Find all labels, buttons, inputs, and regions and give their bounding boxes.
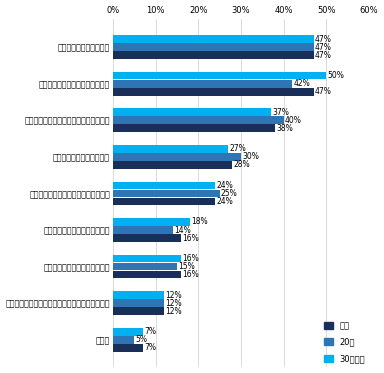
Text: 12%: 12% xyxy=(166,291,182,300)
Bar xyxy=(113,182,215,189)
Text: 30%: 30% xyxy=(242,152,259,162)
Bar xyxy=(113,161,232,169)
Text: 40%: 40% xyxy=(285,116,302,125)
Text: 28%: 28% xyxy=(234,160,250,169)
Bar xyxy=(113,300,164,307)
Bar xyxy=(113,80,292,88)
Text: 18%: 18% xyxy=(191,217,208,226)
Bar xyxy=(113,51,314,59)
Text: 47%: 47% xyxy=(315,51,332,60)
Text: 16%: 16% xyxy=(182,270,199,279)
Bar xyxy=(113,234,181,242)
Bar xyxy=(113,72,326,79)
Text: 42%: 42% xyxy=(293,79,310,88)
Text: 15%: 15% xyxy=(178,262,195,271)
Bar xyxy=(113,198,215,205)
Text: 38%: 38% xyxy=(276,124,293,133)
Bar xyxy=(113,218,190,226)
Bar xyxy=(113,116,284,124)
Bar xyxy=(113,263,177,270)
Bar xyxy=(113,307,164,315)
Bar xyxy=(113,226,173,234)
Bar xyxy=(113,125,275,132)
Bar xyxy=(113,35,314,43)
Text: 12%: 12% xyxy=(166,299,182,308)
Text: 50%: 50% xyxy=(328,71,344,80)
Text: 37%: 37% xyxy=(272,108,289,117)
Text: 7%: 7% xyxy=(144,343,156,352)
Text: 16%: 16% xyxy=(182,254,199,263)
Bar xyxy=(113,271,181,279)
Text: 25%: 25% xyxy=(221,189,238,198)
Bar xyxy=(113,153,241,161)
Text: 7%: 7% xyxy=(144,327,156,336)
Bar xyxy=(113,88,314,95)
Text: 16%: 16% xyxy=(182,233,199,242)
Text: 5%: 5% xyxy=(136,335,147,344)
Bar xyxy=(113,189,220,197)
Text: 24%: 24% xyxy=(217,181,233,190)
Text: 14%: 14% xyxy=(174,226,191,235)
Text: 47%: 47% xyxy=(315,87,332,96)
Text: 27%: 27% xyxy=(230,144,246,153)
Text: 47%: 47% xyxy=(315,35,332,44)
Bar xyxy=(113,336,134,344)
Legend: 全体, 20代, 30代以上: 全体, 20代, 30代以上 xyxy=(321,318,368,367)
Text: 47%: 47% xyxy=(315,43,332,51)
Bar xyxy=(113,145,228,153)
Bar xyxy=(113,109,271,116)
Bar xyxy=(113,255,181,262)
Bar xyxy=(113,291,164,299)
Text: 12%: 12% xyxy=(166,307,182,316)
Bar xyxy=(113,328,143,336)
Text: 24%: 24% xyxy=(217,197,233,206)
Bar xyxy=(113,43,314,51)
Bar xyxy=(113,344,143,352)
